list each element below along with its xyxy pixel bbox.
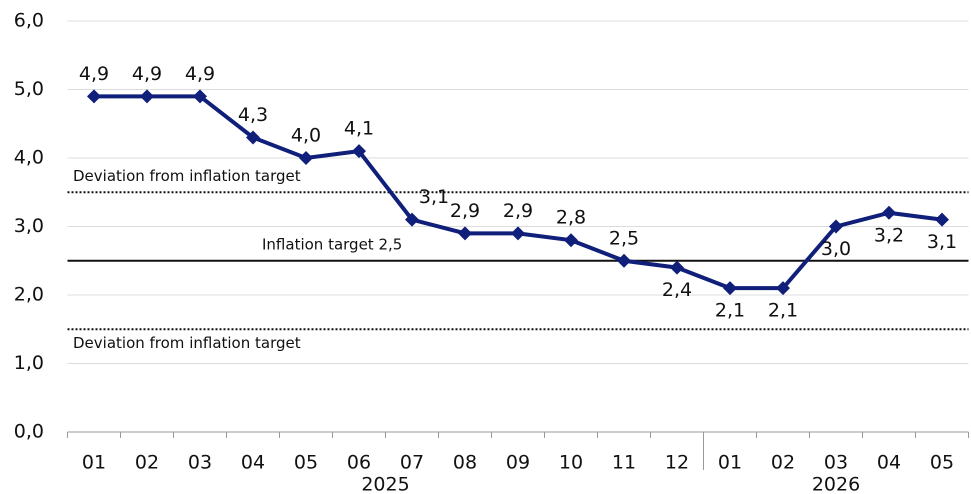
data-label: 2,1 xyxy=(715,300,745,322)
x-tick-label: 11 xyxy=(612,452,636,474)
data-label: 4,9 xyxy=(79,63,109,85)
x-tick-label: 03 xyxy=(824,452,848,474)
x-tick-label: 10 xyxy=(559,452,583,474)
marker xyxy=(405,212,419,227)
marker xyxy=(829,219,843,234)
y-tick-label: 4,0 xyxy=(14,147,44,169)
y-tick-label: 5,0 xyxy=(14,78,44,100)
y-tick-label: 3,0 xyxy=(14,215,44,237)
data-label: 2,8 xyxy=(556,207,586,229)
y-tick-label: 0,0 xyxy=(14,421,44,443)
marker xyxy=(564,233,578,248)
x-tick-label: 03 xyxy=(188,452,212,474)
marker xyxy=(193,89,207,104)
marker xyxy=(511,226,525,241)
data-label: 3,0 xyxy=(821,238,851,260)
y-tick-label: 1,0 xyxy=(14,352,44,374)
x-tick-label: 06 xyxy=(347,452,371,474)
x-tick-label: 09 xyxy=(506,452,530,474)
marker xyxy=(140,89,154,104)
marker xyxy=(299,151,313,165)
marker xyxy=(617,253,631,268)
marker xyxy=(87,89,101,104)
marker xyxy=(723,281,737,296)
data-label: 4,9 xyxy=(185,63,215,85)
x-tick-label: 12 xyxy=(665,452,689,474)
data-label: 2,9 xyxy=(450,200,480,222)
data-label: 4,3 xyxy=(238,104,268,126)
data-label: 3,1 xyxy=(419,186,449,208)
data-label: 3,1 xyxy=(927,231,957,253)
data-label: 4,9 xyxy=(132,63,162,85)
data-label: 3,2 xyxy=(874,224,904,246)
marker xyxy=(882,205,896,220)
x-group-label: 2026 xyxy=(812,474,860,494)
x-tick-label: 05 xyxy=(930,452,954,474)
data-label: 2,5 xyxy=(609,227,639,249)
data-label: 4,0 xyxy=(291,125,321,147)
data-label: 2,4 xyxy=(662,279,692,301)
x-tick-label: 07 xyxy=(400,452,424,474)
data-label: 2,1 xyxy=(768,300,798,322)
marker xyxy=(352,144,366,159)
data-label: 4,1 xyxy=(344,118,374,140)
x-tick-label: 02 xyxy=(135,452,159,474)
reference-label: Inflation target 2,5 xyxy=(262,235,402,253)
x-tick-label: 02 xyxy=(771,452,795,474)
marker xyxy=(935,212,949,227)
x-tick-label: 04 xyxy=(241,452,265,474)
x-tick-label: 08 xyxy=(453,452,477,474)
marker xyxy=(458,226,472,241)
y-tick-label: 2,0 xyxy=(14,284,44,306)
y-tick-label: 6,0 xyxy=(14,10,44,32)
data-label: 2,9 xyxy=(503,200,533,222)
marker xyxy=(670,260,684,275)
x-tick-label: 01 xyxy=(82,452,106,474)
marker xyxy=(776,281,790,296)
reference-label: Deviation from inflation target xyxy=(73,167,301,185)
x-group-label: 2025 xyxy=(361,474,409,494)
x-tick-label: 04 xyxy=(877,452,901,474)
x-tick-label: 05 xyxy=(294,452,318,474)
marker xyxy=(246,130,260,145)
reference-label: Deviation from inflation target xyxy=(73,334,301,352)
x-tick-label: 01 xyxy=(718,452,742,474)
